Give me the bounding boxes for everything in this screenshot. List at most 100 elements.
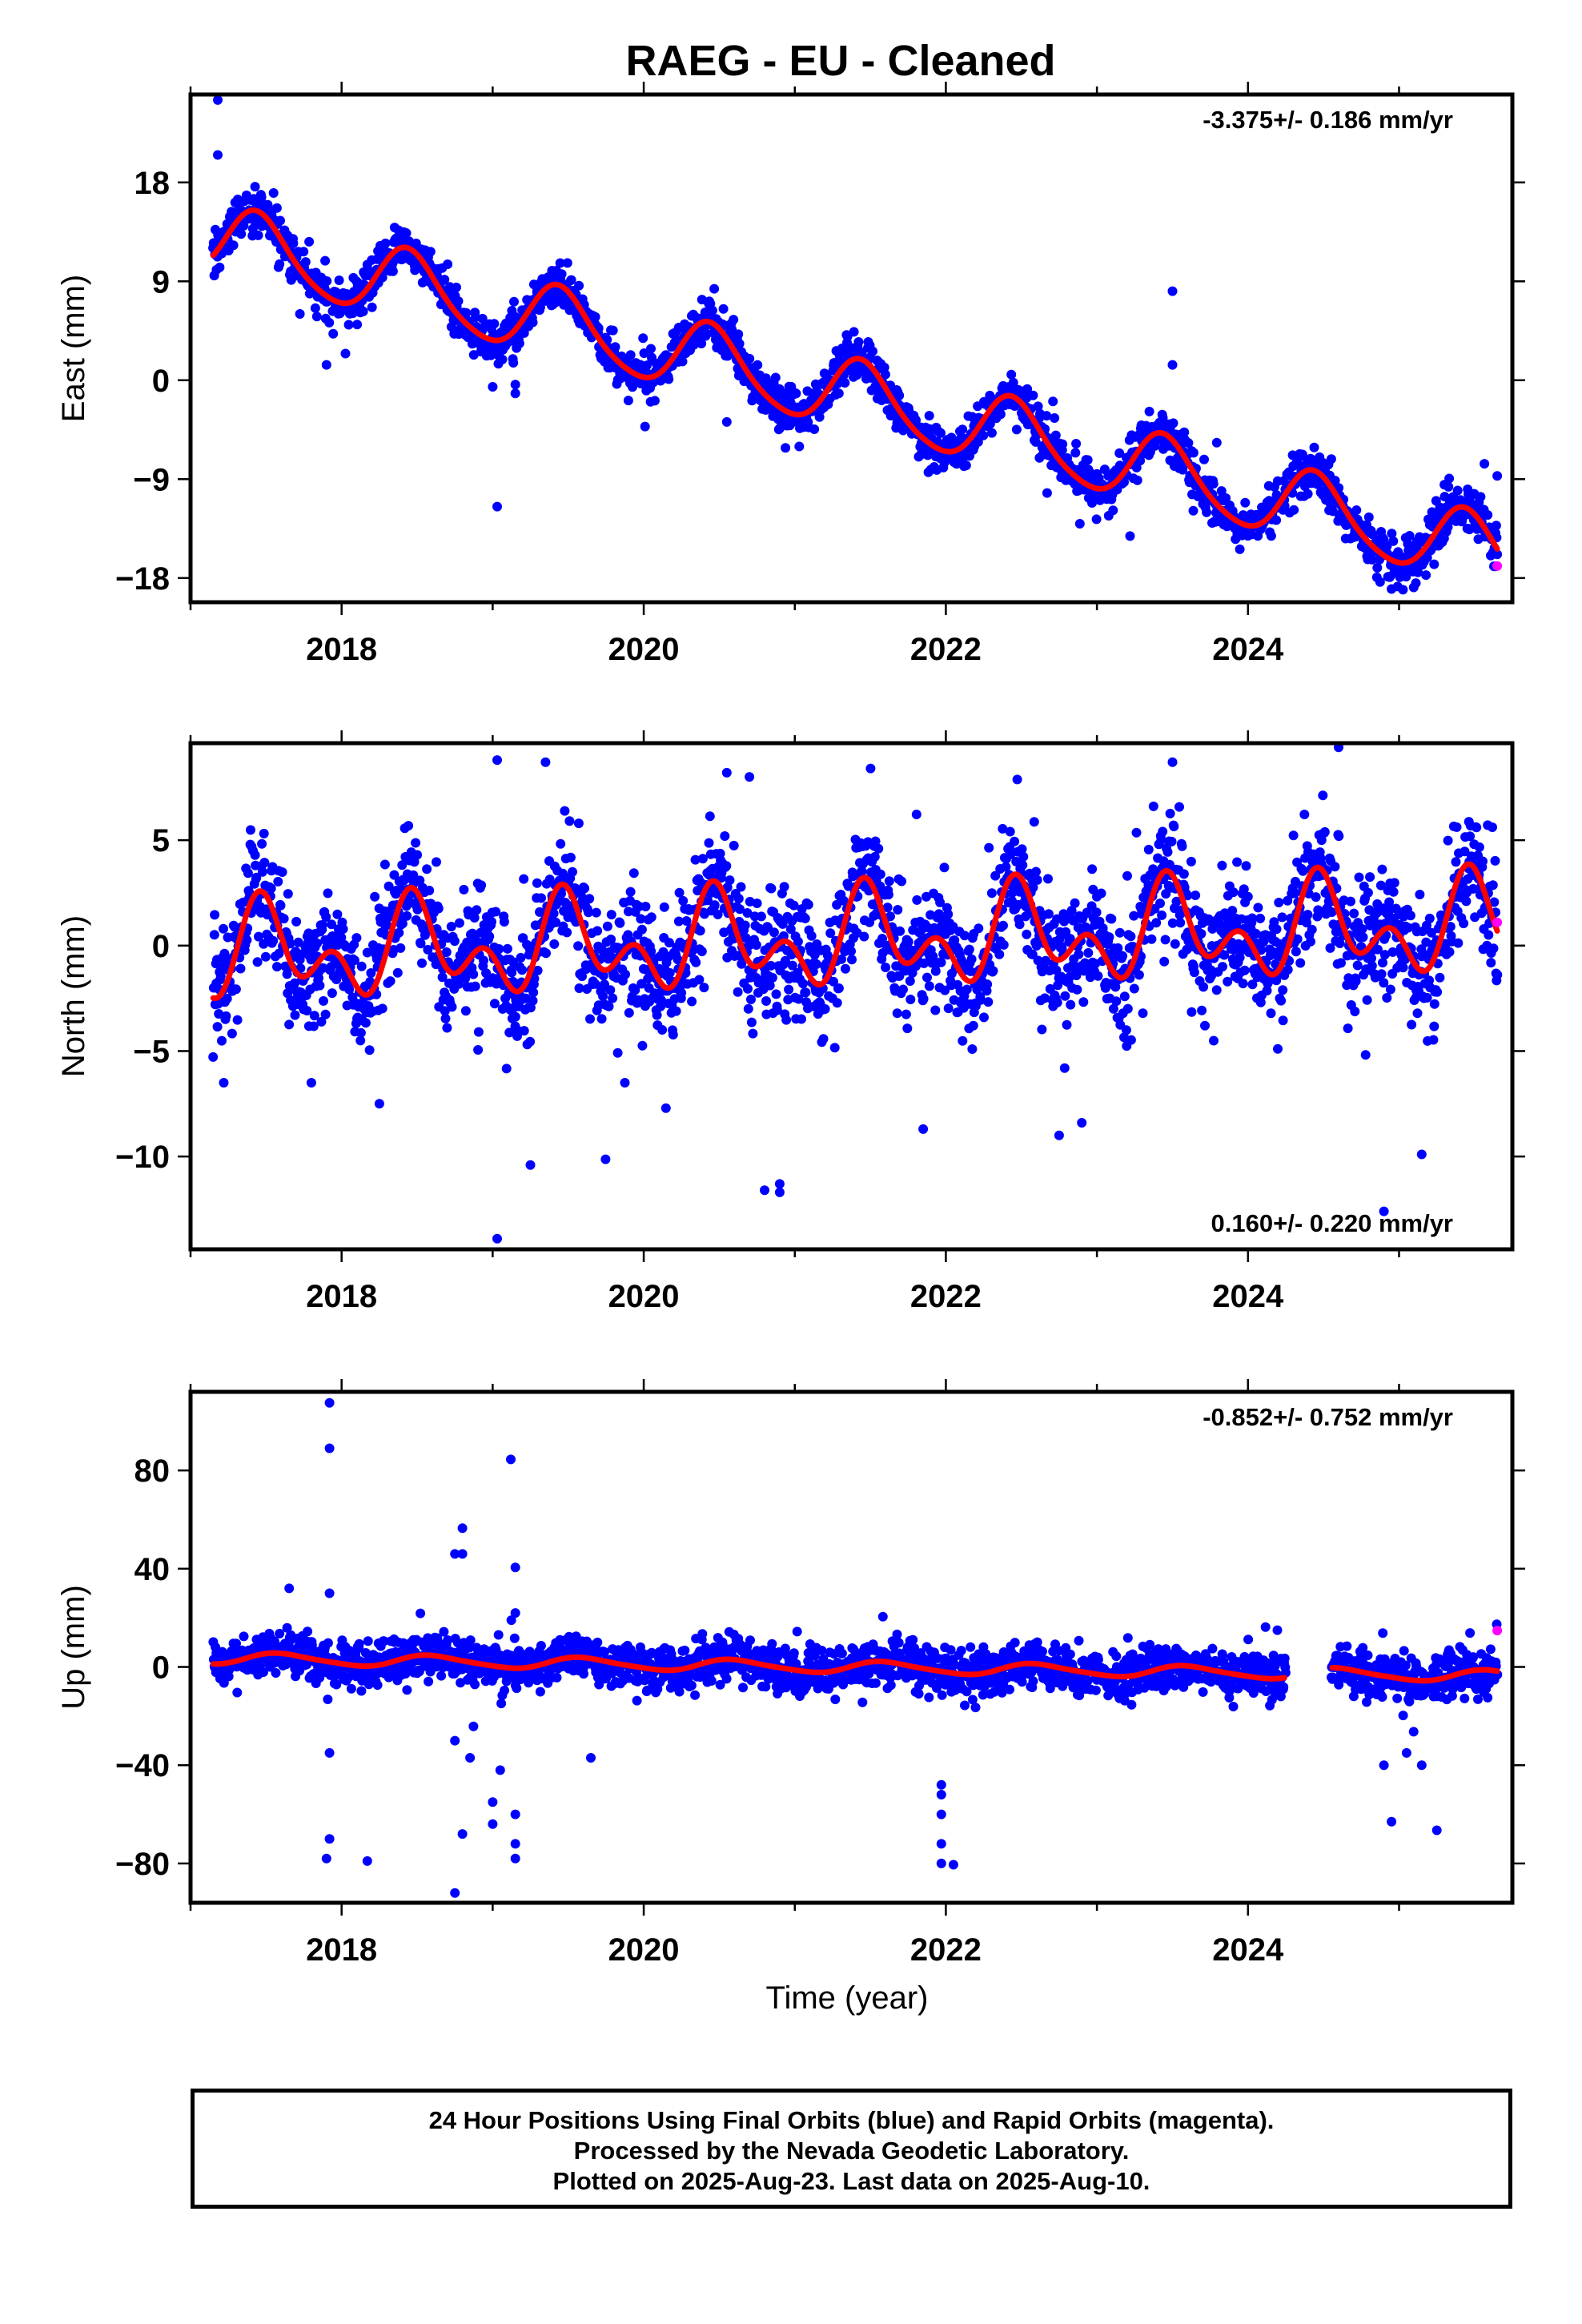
data-point bbox=[1058, 439, 1068, 449]
data-point bbox=[606, 910, 616, 920]
data-point bbox=[777, 919, 788, 929]
data-point bbox=[1478, 856, 1488, 866]
data-point bbox=[1387, 947, 1398, 957]
data-point bbox=[1303, 489, 1313, 499]
data-point bbox=[902, 1023, 913, 1034]
data-point bbox=[838, 895, 849, 906]
data-point bbox=[1472, 822, 1482, 833]
outlier-point bbox=[1167, 757, 1178, 767]
data-point bbox=[1126, 931, 1136, 942]
data-point bbox=[1188, 505, 1199, 516]
data-point bbox=[1239, 884, 1249, 895]
data-point bbox=[608, 993, 618, 1003]
data-point bbox=[1398, 585, 1408, 595]
data-point bbox=[260, 951, 271, 962]
data-point bbox=[735, 904, 745, 915]
up-data-points bbox=[208, 1397, 1503, 1898]
data-point bbox=[1071, 971, 1082, 980]
data-point bbox=[725, 875, 735, 886]
data-point bbox=[285, 939, 295, 949]
data-point bbox=[1070, 448, 1081, 458]
data-point bbox=[1377, 864, 1387, 875]
data-point bbox=[652, 1010, 662, 1020]
data-point bbox=[1001, 862, 1011, 872]
outlier-point bbox=[760, 1185, 769, 1196]
data-point bbox=[394, 927, 404, 938]
data-point bbox=[665, 967, 675, 978]
data-point bbox=[322, 276, 332, 286]
data-point bbox=[1011, 424, 1022, 435]
data-point bbox=[516, 952, 526, 963]
data-point bbox=[892, 1008, 902, 1019]
data-point bbox=[829, 976, 838, 987]
data-point bbox=[397, 919, 408, 929]
data-point bbox=[940, 985, 950, 995]
data-point bbox=[697, 854, 708, 864]
data-point bbox=[551, 917, 561, 927]
data-point bbox=[295, 309, 305, 319]
east-y-axis-label: East (mm) bbox=[56, 275, 91, 422]
data-point bbox=[1091, 907, 1102, 918]
data-point bbox=[1166, 836, 1177, 846]
data-point bbox=[1352, 960, 1363, 971]
data-point bbox=[1253, 903, 1263, 913]
data-point bbox=[250, 850, 260, 860]
data-point bbox=[1062, 1019, 1072, 1030]
data-point bbox=[1385, 984, 1395, 995]
data-point bbox=[849, 327, 859, 337]
data-point bbox=[649, 396, 660, 406]
data-point bbox=[897, 876, 907, 887]
data-point bbox=[1091, 514, 1102, 525]
data-point bbox=[761, 996, 771, 1006]
data-point bbox=[1461, 896, 1472, 907]
data-point bbox=[1241, 861, 1251, 871]
data-point bbox=[982, 979, 993, 990]
y-tick-label: −9 bbox=[133, 462, 170, 497]
data-point bbox=[519, 874, 529, 884]
data-point bbox=[1346, 896, 1355, 907]
data-point bbox=[877, 934, 887, 943]
data-point bbox=[771, 989, 781, 999]
data-point bbox=[610, 342, 620, 352]
data-point bbox=[840, 378, 850, 388]
data-point bbox=[979, 1012, 989, 1023]
data-point bbox=[577, 971, 587, 982]
data-point bbox=[584, 894, 595, 904]
data-point bbox=[673, 955, 683, 965]
data-point bbox=[801, 987, 811, 998]
data-point bbox=[832, 899, 842, 910]
data-point bbox=[334, 275, 344, 285]
data-point bbox=[646, 912, 656, 923]
data-point bbox=[565, 852, 576, 862]
data-point bbox=[315, 980, 325, 991]
data-point bbox=[664, 374, 674, 384]
data-point bbox=[1283, 895, 1293, 906]
data-point bbox=[673, 916, 684, 927]
data-point bbox=[994, 949, 1005, 959]
data-point bbox=[784, 984, 794, 995]
data-point bbox=[279, 914, 289, 924]
data-point bbox=[746, 995, 756, 1004]
data-point bbox=[1378, 958, 1387, 968]
data-point bbox=[930, 1005, 941, 1015]
data-point bbox=[1156, 835, 1166, 845]
data-point bbox=[1010, 836, 1020, 846]
data-point bbox=[1227, 906, 1238, 916]
data-point bbox=[681, 916, 692, 926]
data-point bbox=[1232, 857, 1243, 867]
north-plot-frame bbox=[188, 741, 1515, 1252]
data-point bbox=[1014, 919, 1025, 930]
x-tick-label: 2024 bbox=[1212, 632, 1284, 667]
data-point bbox=[1208, 479, 1219, 489]
data-point bbox=[452, 282, 461, 292]
data-point bbox=[901, 1009, 911, 1019]
data-point bbox=[1160, 935, 1170, 945]
data-point bbox=[924, 411, 934, 421]
data-point bbox=[1343, 1023, 1353, 1034]
data-point bbox=[600, 1154, 611, 1164]
data-point bbox=[446, 922, 456, 931]
data-point bbox=[529, 974, 540, 984]
data-point bbox=[780, 955, 790, 966]
data-point bbox=[1403, 923, 1413, 933]
data-point bbox=[461, 308, 472, 318]
